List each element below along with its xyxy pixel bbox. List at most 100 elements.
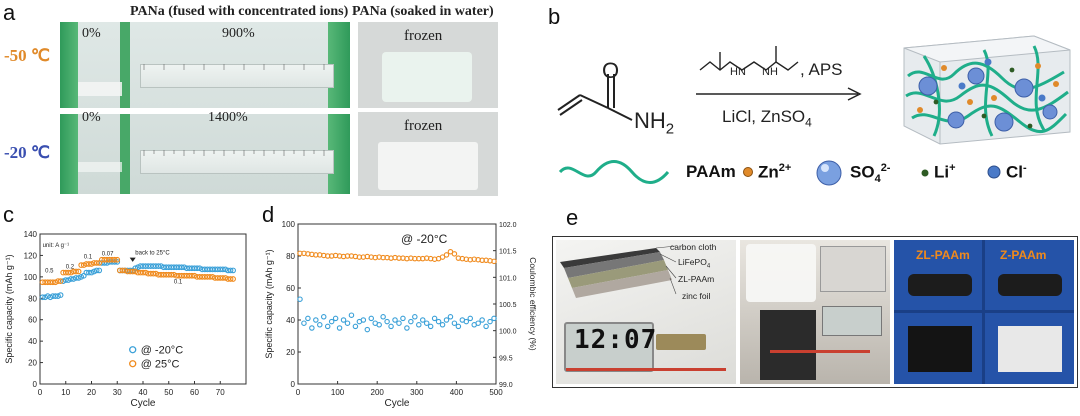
- chart-c: 0 10 20 30 40 50 60 70 0 20 40 60 80 100 120 140 Cycle Sp…: [4, 230, 247, 409]
- panel-a-label: a: [3, 0, 16, 25]
- y-tick-label-c: 60: [28, 316, 37, 325]
- data-point-d-capacity: [467, 315, 474, 322]
- y-tick-label-d: 80: [286, 252, 295, 261]
- panel-e-label: e: [566, 205, 579, 230]
- data-point-c-25C: [132, 268, 139, 275]
- data-point-c-25C: [109, 256, 115, 263]
- legend-marker-20C: [129, 346, 137, 354]
- data-point-d-capacity: [340, 317, 347, 323]
- panel-d-label: d: [262, 202, 275, 227]
- strain-stretch-top: 900%: [222, 26, 255, 41]
- data-point-c-25C: [209, 274, 216, 280]
- x-axis-label-d: Cycle: [384, 398, 409, 409]
- legend-zn: Zn2+: [758, 162, 792, 182]
- x-tick-label-c: 70: [216, 388, 225, 397]
- crosslinker-nh-left: HN: [730, 66, 746, 78]
- frozen-gel-photo-top: [358, 22, 498, 108]
- annotation-rate-0.1-b: 0.1: [174, 279, 183, 285]
- temp-label-bottom: -20 ℃: [4, 143, 51, 162]
- wire: [566, 368, 726, 371]
- legend-cl: Cl-: [1006, 162, 1027, 182]
- data-point-c-25C: [183, 272, 190, 279]
- data-point-c-20C: [52, 293, 59, 299]
- annotation-back: back to 25°C: [135, 250, 170, 256]
- data-point-d-capacity: [301, 320, 307, 326]
- tag-z-paam: Z-PAAm: [1000, 248, 1047, 262]
- data-point-c-25C: [194, 274, 200, 280]
- data-point-c-25C: [222, 275, 229, 281]
- legend-label-20C: @ -20°C: [141, 345, 184, 357]
- y-right-tick-label-d: 101.0: [499, 275, 517, 282]
- data-point-c-25C: [101, 256, 108, 263]
- data-point-c-25C: [93, 260, 100, 266]
- annotation-rate-0.07: 0.07: [102, 251, 114, 257]
- data-point-d-capacity: [360, 317, 367, 323]
- data-point-d-capacity: [297, 296, 303, 302]
- data-point-d-capacity: [344, 320, 351, 326]
- data-point-c-20C: [75, 275, 82, 281]
- frozen-label-bottom: frozen: [404, 118, 443, 134]
- data-point-c-25C: [153, 270, 159, 277]
- x-tick-label-d: 400: [450, 388, 464, 397]
- x-tick-label-d: 0: [296, 388, 301, 397]
- y-tick-label-d: 20: [286, 348, 295, 357]
- data-point-d-capacity: [447, 314, 454, 320]
- y-tick-label-d: 40: [286, 316, 295, 325]
- data-point-d-capacity: [443, 317, 450, 323]
- y-right-tick-label-d: 100.5: [499, 302, 517, 309]
- data-point-d-efficiency: [439, 254, 446, 260]
- y-tick-label-d: 0: [291, 380, 296, 389]
- data-point-d-capacity: [475, 320, 481, 326]
- legend-paam-swatch: [558, 160, 670, 184]
- data-point-c-20C: [62, 277, 69, 283]
- data-point-d-capacity: [324, 323, 331, 330]
- data-point-d-capacity: [487, 318, 493, 325]
- y-right-tick-label-d: 99.5: [499, 355, 513, 362]
- data-point-c-20C: [158, 263, 164, 269]
- reagent-salts: LiCl, ZnSO4: [722, 107, 812, 130]
- chart-d: 0 100 200 300 400 500 0 20 40 60 80 100 99.0 99.5 100.…: [264, 220, 538, 409]
- data-point-c-25C: [122, 267, 128, 274]
- data-point-c-20C: [230, 267, 236, 274]
- y-tick-label-c: 100: [24, 273, 38, 282]
- data-point-c-20C: [73, 275, 79, 281]
- data-point-c-25C: [75, 268, 82, 275]
- data-point-c-25C: [140, 269, 146, 276]
- data-point-c-20C: [96, 267, 103, 274]
- data-point-c-20C: [168, 264, 175, 271]
- x-tick-label-c: 30: [113, 388, 122, 397]
- data-point-c-25C: [171, 271, 177, 278]
- data-point-c-25C: [168, 271, 175, 278]
- data-point-c-25C: [219, 275, 226, 281]
- data-point-c-20C: [44, 293, 51, 299]
- data-point-d-capacity: [384, 318, 390, 325]
- legend-paam: PAAm: [686, 162, 736, 181]
- ruler-ticks-bottom: [143, 150, 325, 156]
- data-point-c-25C: [227, 276, 234, 282]
- clock-display: 12:07: [574, 325, 658, 355]
- data-point-c-20C: [70, 276, 77, 282]
- data-point-d-capacity: [364, 326, 371, 333]
- data-point-c-25C: [104, 256, 110, 263]
- strain-stretch-bottom: 1400%: [208, 110, 248, 125]
- x-tick-label-c: 40: [139, 388, 148, 397]
- data-point-c-25C: [47, 279, 54, 286]
- data-point-c-25C: [150, 270, 157, 277]
- y-right-tick-label-d: 100.0: [499, 329, 517, 336]
- data-point-c-20C: [93, 267, 100, 274]
- data-point-c-20C: [209, 266, 216, 273]
- flexible-battery-cell: [656, 334, 706, 350]
- data-point-d-capacity: [320, 314, 327, 320]
- data-point-d-capacity: [352, 323, 359, 330]
- data-point-c-25C: [145, 270, 151, 277]
- data-point-c-20C: [91, 268, 97, 275]
- x-tick-label-d: 500: [489, 388, 503, 397]
- legend-li: Li+: [934, 162, 956, 182]
- data-point-c-20C: [155, 263, 162, 269]
- strain-start-top: 0%: [82, 26, 101, 41]
- annotation-rate-0.5: 0.5: [45, 269, 54, 275]
- hydrogel-network-illustration: [903, 35, 1071, 145]
- data-point-d-capacity: [491, 315, 497, 322]
- data-point-c-20C: [47, 294, 54, 301]
- legend-so4-icon: [816, 160, 842, 186]
